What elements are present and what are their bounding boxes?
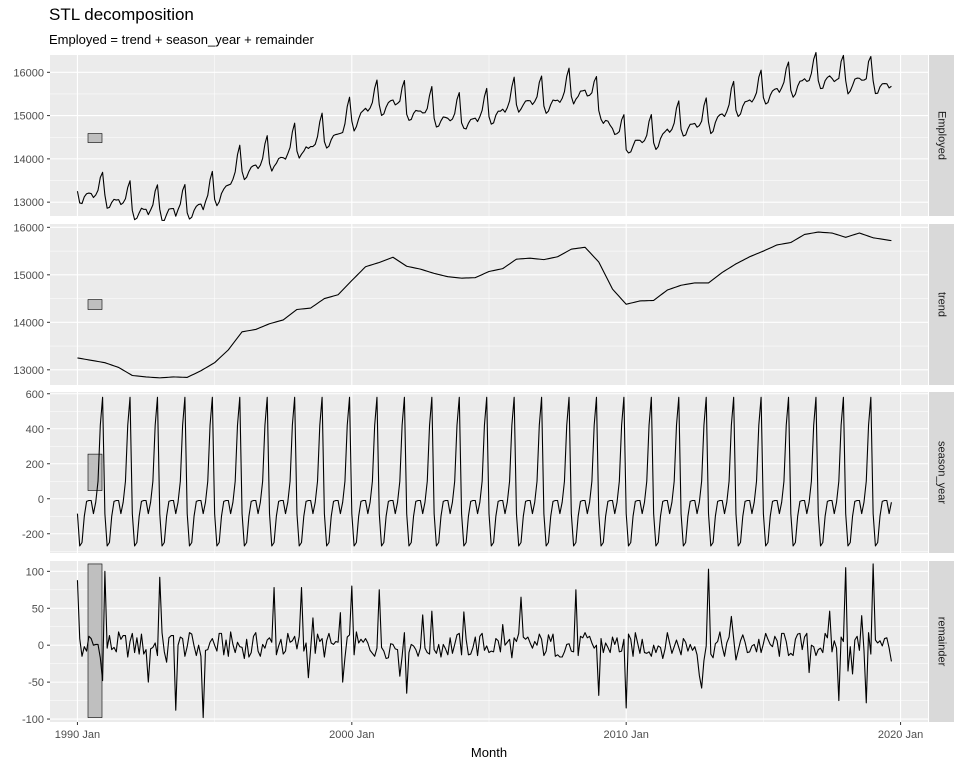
y-tick-label: 0 bbox=[38, 494, 44, 506]
facet-strip bbox=[929, 55, 954, 216]
y-tick-label: -200 bbox=[22, 529, 44, 541]
scale-bar bbox=[87, 299, 103, 310]
y-tick-label: 200 bbox=[26, 459, 44, 471]
x-tick-label: 2010 Jan bbox=[604, 729, 649, 741]
y-tick-label: -50 bbox=[28, 677, 44, 689]
x-axis-label: Month bbox=[471, 745, 507, 760]
facet-strip-label: remainder bbox=[936, 617, 948, 667]
facet-strip bbox=[929, 561, 954, 722]
x-tick-label: 2000 Jan bbox=[329, 729, 374, 741]
facet-strip-label: Employed bbox=[936, 111, 948, 160]
x-tick-label: 1990 Jan bbox=[55, 729, 100, 741]
series-line-season-year bbox=[76, 396, 892, 547]
y-tick-label: 13000 bbox=[13, 365, 44, 377]
facet-strip bbox=[929, 224, 954, 385]
y-tick-label: 0 bbox=[38, 640, 44, 652]
chart-title: STL decomposition bbox=[49, 5, 194, 24]
y-tick-label: 400 bbox=[26, 424, 44, 436]
y-tick-label: 16000 bbox=[13, 222, 44, 234]
series-line-Employed bbox=[76, 51, 892, 221]
scale-bar bbox=[87, 563, 103, 718]
facet-strip-label: season_year bbox=[936, 441, 948, 504]
y-tick-label: 16000 bbox=[13, 67, 44, 79]
x-axis: 1990 Jan 2000 Jan 2010 Jan 2020 Jan bbox=[55, 722, 923, 741]
scale-bar bbox=[87, 453, 103, 491]
facet-strip bbox=[929, 392, 954, 553]
series-line-trend bbox=[77, 231, 892, 379]
x-tick-label: 2020 Jan bbox=[878, 729, 923, 741]
panel-remainder: -100 -50 0 50 100 remainder bbox=[22, 561, 954, 726]
chart-subtitle: Employed = trend + season_year + remaind… bbox=[49, 32, 315, 47]
y-tick-label: 15000 bbox=[13, 111, 44, 123]
scale-bar bbox=[87, 133, 103, 143]
y-tick-label: 14000 bbox=[13, 154, 44, 166]
facet-panels: 13000 14000 15000 16000 Employed 13000 14000 15… bbox=[13, 51, 954, 726]
y-tick-label: 600 bbox=[26, 389, 44, 401]
panel-season-year: -200 0 200 400 600 season_year bbox=[22, 389, 954, 553]
series-line-remainder bbox=[76, 563, 892, 719]
y-tick-label: 100 bbox=[26, 566, 44, 578]
y-tick-label: 14000 bbox=[13, 317, 44, 329]
panel-Employed: 13000 14000 15000 16000 Employed bbox=[13, 51, 954, 221]
panel-trend: 13000 14000 15000 16000 trend bbox=[13, 222, 954, 385]
y-tick-label: 50 bbox=[32, 603, 44, 615]
y-tick-label: 15000 bbox=[13, 270, 44, 282]
facet-strip-label: trend bbox=[936, 292, 948, 317]
y-tick-label: 13000 bbox=[13, 197, 44, 209]
y-tick-label: -100 bbox=[22, 714, 44, 726]
